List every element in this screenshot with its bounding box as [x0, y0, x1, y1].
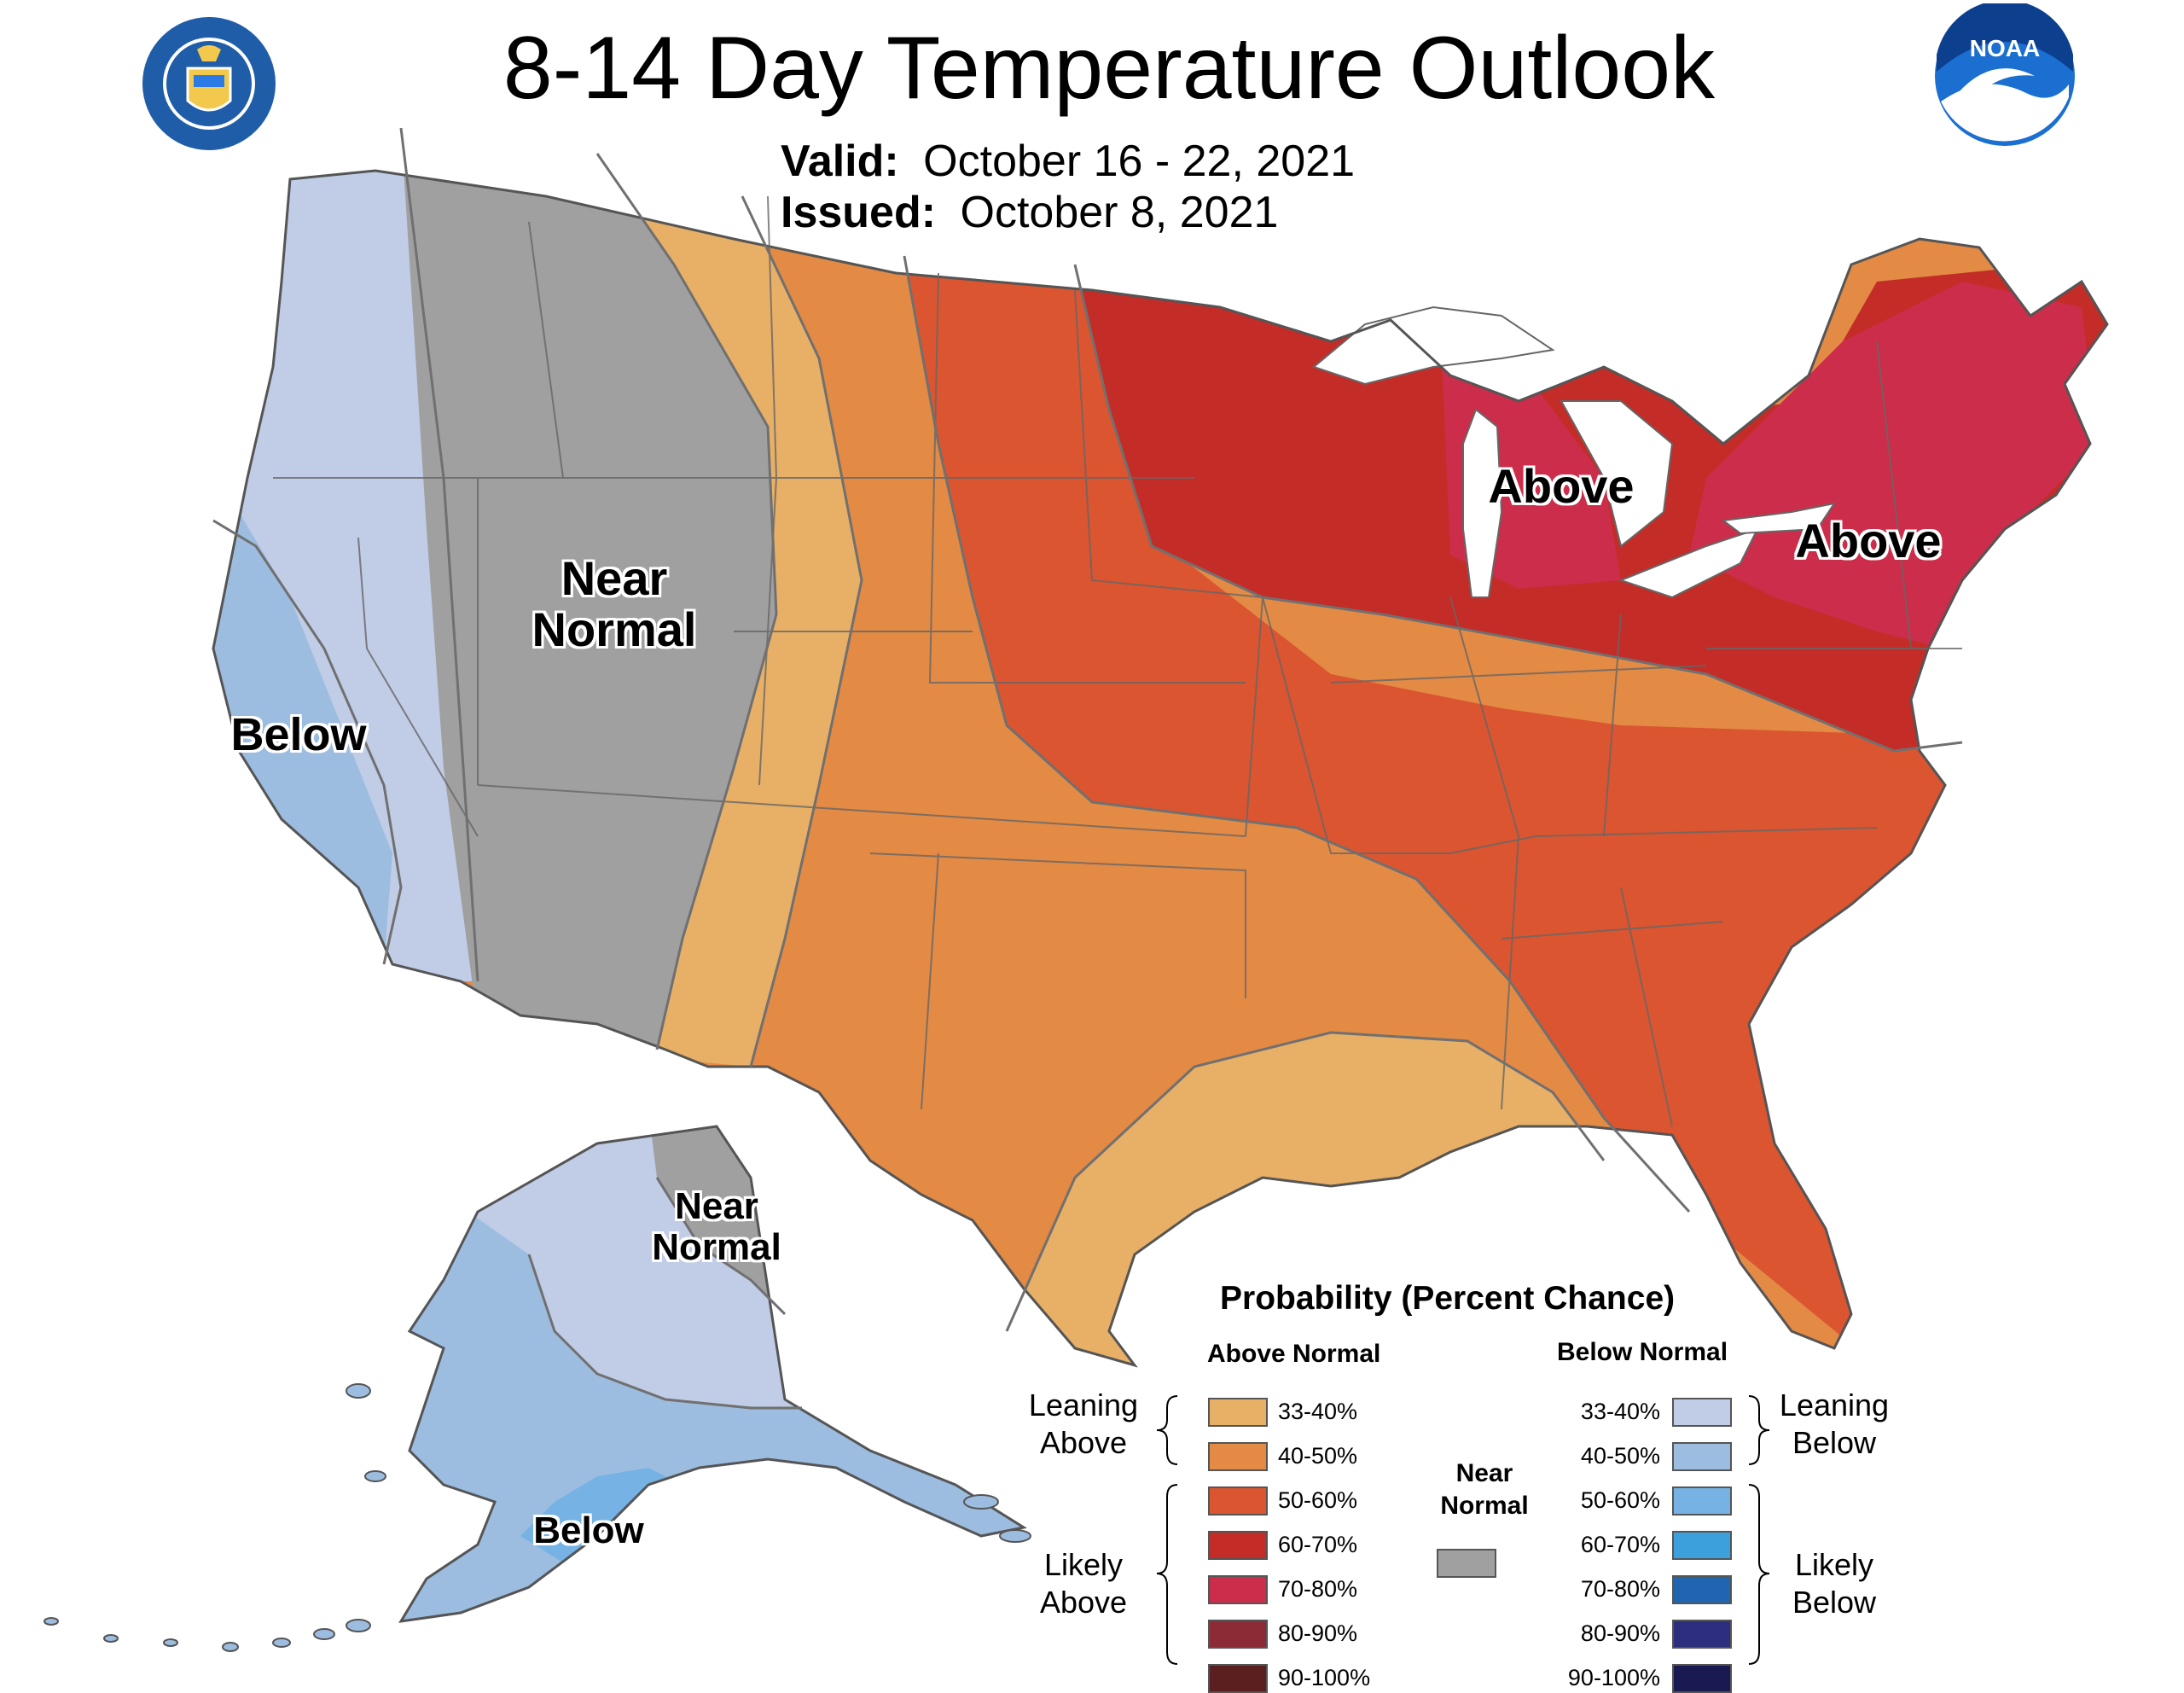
- legend-range-above-90-100: 90-100%: [1278, 1665, 1371, 1690]
- legend-range-above-40-50: 40-50%: [1278, 1443, 1358, 1469]
- legend-likely-below: Likely Below: [1766, 1546, 1902, 1621]
- legend-below-header: Below Normal: [1557, 1338, 1728, 1366]
- label-above-northeast: Above: [1795, 514, 1942, 567]
- legend-leaning-below-line1: Leaning: [1779, 1388, 1890, 1422]
- legend-range-below-90-100: 90-100%: [1567, 1665, 1660, 1690]
- legend-range-below-50-60: 50-60%: [1580, 1487, 1660, 1513]
- legend-likely-above-line2: Above: [1039, 1585, 1128, 1620]
- legend-likely-above: Likely Above: [1015, 1546, 1152, 1621]
- legend: Probability (Percent Chance) Above Norma…: [1015, 1271, 2039, 1693]
- page-title: 8-14 Day Temperature Outlook: [502, 19, 1716, 118]
- lake-huron: [1560, 400, 1674, 548]
- legend-range-below-40-50: 40-50%: [1580, 1443, 1660, 1469]
- legend-range-above-60-70: 60-70%: [1278, 1532, 1358, 1557]
- legend-likely-below-line2: Below: [1792, 1585, 1877, 1620]
- legend-title: Probability (Percent Chance): [1220, 1280, 1676, 1317]
- label-alaska-near-normal-line1: Near: [675, 1185, 758, 1227]
- legend-swatch-near-normal: [1437, 1549, 1496, 1578]
- label-alaska-near-normal: Near Normal: [631, 1186, 802, 1267]
- alaska-outline: [398, 1125, 1027, 1623]
- legend-leaning-above-line2: Above: [1039, 1425, 1128, 1460]
- legend-braces-below: [1748, 1395, 1770, 1665]
- legend-swatch-below-50-60: [1672, 1486, 1732, 1516]
- label-alaska-below: Below: [533, 1510, 644, 1551]
- aleutian-islands: [44, 1617, 371, 1652]
- legend-swatch-above-40-50: [1208, 1442, 1268, 1471]
- label-near-normal-west-line1: Near: [561, 551, 668, 605]
- legend-swatch-below-80-90: [1672, 1620, 1732, 1649]
- legend-range-below-60-70: 60-70%: [1580, 1532, 1660, 1557]
- legend-range-above-80-90: 80-90%: [1278, 1620, 1358, 1646]
- conus-outline: [212, 169, 2109, 1368]
- legend-swatch-below-60-70: [1672, 1531, 1732, 1560]
- legend-leaning-above-line1: Leaning: [1028, 1388, 1139, 1422]
- label-above-midwest: Above: [1488, 459, 1635, 513]
- legend-swatch-above-33-40: [1208, 1398, 1268, 1427]
- valid-label: Valid:: [781, 137, 899, 186]
- issued-label: Issued:: [781, 188, 937, 237]
- label-below-west: Below: [230, 709, 367, 760]
- legend-leaning-below-line2: Below: [1792, 1425, 1877, 1460]
- legend-swatch-below-70-80: [1672, 1575, 1732, 1604]
- lake-michigan: [1462, 408, 1503, 598]
- se-alaska-islands: [346, 1383, 1031, 1543]
- legend-range-below-33-40: 33-40%: [1580, 1399, 1660, 1424]
- legend-near-normal-line1: Near: [1455, 1459, 1513, 1487]
- valid-value: October 16 - 22, 2021: [923, 137, 1356, 186]
- lake-erie: [1618, 527, 1759, 599]
- legend-swatch-above-80-90: [1208, 1620, 1268, 1649]
- lake-ontario: [1721, 502, 1837, 535]
- noaa-logo-text: NOAA: [1970, 35, 2040, 61]
- zone-near-normal: [401, 171, 776, 1050]
- legend-leaning-below: Leaning Below: [1766, 1387, 1902, 1462]
- label-alaska-near-normal-line2: Normal: [652, 1225, 781, 1268]
- label-near-normal-west-line2: Normal: [531, 602, 697, 657]
- legend-range-below-80-90: 80-90%: [1580, 1620, 1660, 1646]
- state-lines: [273, 195, 1962, 1127]
- legend-swatch-below-40-50: [1672, 1442, 1732, 1471]
- legend-likely-above-line1: Likely: [1043, 1547, 1124, 1582]
- legend-swatch-above-90-100: [1208, 1664, 1268, 1693]
- legend-swatch-below-33-40: [1672, 1398, 1732, 1427]
- valid-line: Valid: October 16 - 22, 2021: [781, 135, 1355, 188]
- contour-lines: [212, 127, 1963, 1332]
- legend-braces-above: [1156, 1395, 1178, 1665]
- issued-line: Issued: October 8, 2021: [781, 186, 1278, 239]
- legend-likely-below-line1: Likely: [1794, 1547, 1874, 1582]
- legend-range-below-70-80: 70-80%: [1580, 1576, 1660, 1602]
- noaa-logo-icon: NOAA: [1932, 0, 2077, 148]
- alaska-contours: [527, 1177, 802, 1410]
- legend-range-above-70-80: 70-80%: [1278, 1576, 1358, 1602]
- legend-above-header: Above Normal: [1207, 1340, 1381, 1368]
- label-near-normal-west: Near Normal: [512, 551, 717, 657]
- zone-above-33-40-west: [597, 171, 862, 1067]
- legend-near-normal-line2: Normal: [1440, 1492, 1529, 1520]
- issued-value: October 8, 2021: [960, 188, 1279, 237]
- legend-near-normal-label: Near Normal: [1416, 1457, 1553, 1522]
- legend-swatch-above-50-60: [1208, 1486, 1268, 1516]
- doc-seal-icon: [141, 15, 277, 152]
- legend-swatch-above-70-80: [1208, 1575, 1268, 1604]
- legend-leaning-above: Leaning Above: [1015, 1387, 1152, 1462]
- legend-range-above-50-60: 50-60%: [1278, 1487, 1358, 1513]
- legend-swatch-below-90-100: [1672, 1664, 1732, 1693]
- legend-range-above-33-40: 33-40%: [1278, 1399, 1358, 1424]
- conus-zones: [213, 171, 2107, 1365]
- legend-swatch-above-60-70: [1208, 1531, 1268, 1560]
